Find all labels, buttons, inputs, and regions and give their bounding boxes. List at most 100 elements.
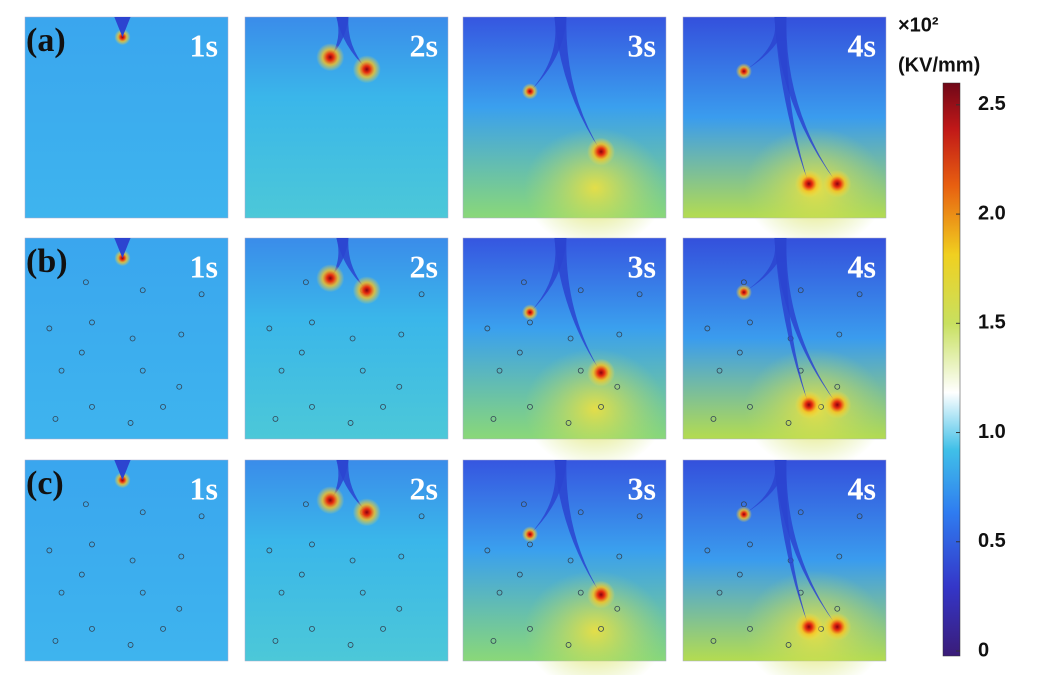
inclusion xyxy=(710,415,717,422)
inclusion xyxy=(380,625,386,632)
colorbar-tick-label: 2.5 xyxy=(978,93,1006,115)
inclusion xyxy=(716,367,723,374)
inclusion xyxy=(309,625,315,632)
time-label: 4s xyxy=(848,470,876,506)
field-hotspot xyxy=(316,43,345,72)
warm-region xyxy=(523,348,666,470)
inclusion xyxy=(309,403,315,410)
inclusion xyxy=(521,279,527,286)
inclusion xyxy=(836,331,843,338)
inclusion xyxy=(521,501,527,508)
field-hotspot xyxy=(114,250,131,267)
inclusion xyxy=(266,325,273,332)
inclusion xyxy=(359,589,366,596)
field-hotspot xyxy=(735,63,752,80)
inclusion xyxy=(797,287,804,294)
inclusion xyxy=(83,501,89,508)
time-label: 3s xyxy=(628,248,656,284)
inclusion xyxy=(127,420,134,426)
inclusion xyxy=(490,637,497,644)
panel: 2s xyxy=(244,237,449,440)
inclusion xyxy=(598,403,604,410)
inclusion xyxy=(52,637,59,644)
inclusion xyxy=(396,383,403,390)
inclusion xyxy=(309,541,315,548)
warm-region xyxy=(523,127,666,249)
inclusion xyxy=(418,291,425,298)
inclusion xyxy=(527,403,533,410)
panel: 4s xyxy=(682,237,887,470)
field-hotspot xyxy=(587,137,616,166)
inclusion xyxy=(139,287,146,294)
time-label: 4s xyxy=(848,248,876,284)
inclusion xyxy=(139,509,146,516)
inclusion xyxy=(856,291,863,298)
field-hotspot xyxy=(114,472,131,489)
colorbar xyxy=(942,82,961,657)
panel-field xyxy=(24,237,229,440)
inclusion xyxy=(577,287,584,294)
inclusion xyxy=(496,589,503,596)
inclusion xyxy=(58,589,65,596)
panel: 4s xyxy=(682,16,887,249)
inclusion xyxy=(89,541,95,548)
inclusion xyxy=(380,403,386,410)
inclusion xyxy=(577,367,584,374)
streamer xyxy=(336,17,367,70)
colorbar-tick-label: 1.0 xyxy=(978,421,1006,443)
colorbar-tick-label: 1.5 xyxy=(978,312,1006,334)
inclusion xyxy=(614,605,621,612)
inclusion xyxy=(716,589,723,596)
panel-field xyxy=(24,16,229,219)
colorbar-multiplier: ×10² xyxy=(898,14,939,36)
inclusion xyxy=(46,547,53,554)
panel: 4s xyxy=(682,459,887,675)
inclusion xyxy=(89,625,95,632)
inclusion xyxy=(58,367,65,374)
field-hotspot xyxy=(794,390,823,419)
inclusion xyxy=(303,501,309,508)
streamer xyxy=(774,460,838,627)
inclusion xyxy=(349,335,356,342)
field-hotspot xyxy=(587,358,616,387)
inclusion xyxy=(278,589,285,596)
inclusion xyxy=(616,553,623,560)
time-label: 1s xyxy=(190,27,218,63)
field-hotspot xyxy=(352,276,381,305)
inclusion xyxy=(83,279,89,286)
streamer xyxy=(336,238,367,291)
inclusion xyxy=(565,420,572,426)
colorbar-unit: (KV/mm) xyxy=(898,54,980,76)
inclusion xyxy=(89,319,95,326)
panel-field xyxy=(244,237,449,440)
colorbar-tick-label: 0.5 xyxy=(978,530,1006,552)
inclusion xyxy=(46,325,53,332)
inclusion xyxy=(785,420,792,426)
panel: 2s xyxy=(244,459,449,662)
inclusion xyxy=(278,367,285,374)
time-label: 1s xyxy=(190,470,218,506)
inclusion xyxy=(298,571,305,578)
time-label: 3s xyxy=(628,470,656,506)
row-label: (c) xyxy=(26,465,64,502)
inclusion xyxy=(127,642,134,648)
inclusion xyxy=(298,349,305,356)
streamer xyxy=(554,17,602,152)
inclusion xyxy=(198,291,205,298)
inclusion xyxy=(836,553,843,560)
field-hotspot xyxy=(352,55,381,84)
inclusion xyxy=(160,625,166,632)
inclusion xyxy=(396,605,403,612)
inclusion xyxy=(736,571,743,578)
inclusion xyxy=(516,571,523,578)
inclusion xyxy=(139,589,146,596)
time-label: 3s xyxy=(628,27,656,63)
streamer xyxy=(336,460,367,513)
panel: 1s xyxy=(24,237,229,440)
inclusion xyxy=(567,557,574,564)
inclusion xyxy=(129,557,136,564)
inclusion xyxy=(78,571,85,578)
inclusion xyxy=(398,331,405,338)
inclusion xyxy=(797,509,804,516)
